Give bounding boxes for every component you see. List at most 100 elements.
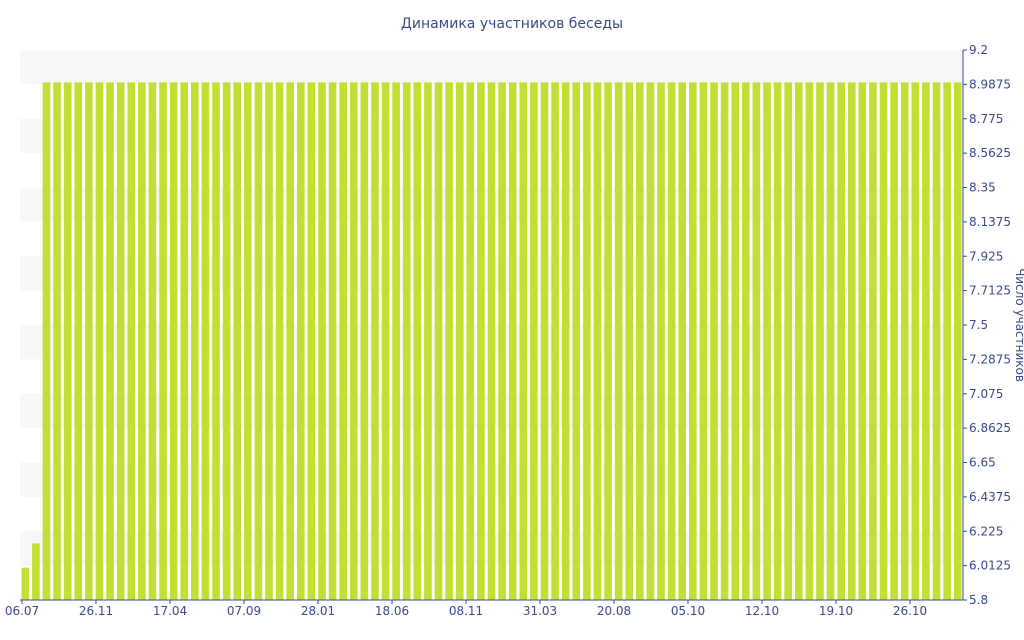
y-axis-label: Число участников bbox=[1013, 268, 1024, 382]
bar bbox=[74, 82, 83, 601]
bar bbox=[275, 82, 284, 601]
bar bbox=[434, 82, 443, 601]
bar bbox=[159, 82, 167, 601]
bar bbox=[900, 82, 909, 601]
bar bbox=[307, 82, 316, 601]
bar bbox=[339, 82, 347, 601]
bar bbox=[371, 82, 379, 601]
bar bbox=[116, 82, 125, 601]
bar bbox=[646, 82, 655, 601]
y-tick-label: 8.1375 bbox=[969, 215, 1011, 229]
bar bbox=[445, 82, 453, 601]
chart-title: Динамика участников беседы bbox=[401, 16, 623, 32]
y-tick-label: 5.8 bbox=[969, 593, 988, 607]
bar bbox=[413, 82, 422, 601]
y-tick-label: 6.0125 bbox=[969, 559, 1011, 573]
bar bbox=[953, 82, 962, 601]
y-tick-label: 7.075 bbox=[969, 387, 1003, 401]
bar bbox=[85, 82, 93, 601]
bar bbox=[932, 82, 941, 601]
bar bbox=[169, 82, 178, 601]
y-tick-label: 6.65 bbox=[969, 456, 996, 470]
x-tick-label: 17.04 bbox=[153, 604, 187, 618]
bar bbox=[794, 82, 803, 601]
bar bbox=[424, 82, 432, 601]
y-tick-label: 8.775 bbox=[969, 112, 1003, 126]
bar bbox=[699, 82, 708, 601]
bar bbox=[477, 82, 485, 601]
bar bbox=[381, 82, 390, 601]
bar bbox=[286, 82, 294, 601]
bar bbox=[243, 82, 252, 601]
bar bbox=[487, 82, 496, 601]
bar bbox=[752, 82, 761, 601]
bars-group bbox=[21, 82, 962, 601]
x-tick-label: 07.09 bbox=[227, 604, 261, 618]
y-tick-label: 8.35 bbox=[969, 181, 996, 195]
x-axis: 06.07 26.11 17.04 07.09 28.01 18.06 08.11 31.03… bbox=[5, 599, 963, 618]
bar bbox=[710, 82, 718, 601]
y-tick-label: 7.2875 bbox=[969, 352, 1011, 366]
bar bbox=[360, 82, 369, 601]
bar bbox=[42, 82, 51, 601]
y-tick-label: 7.5 bbox=[969, 318, 988, 332]
bar bbox=[869, 82, 877, 601]
bar bbox=[466, 82, 475, 601]
y-axis: 9.2 8.9875 8.775 8.5625 8.35 8.1375 7.925 7.712… bbox=[962, 43, 1011, 607]
bar bbox=[106, 82, 114, 601]
x-tick-label: 26.10 bbox=[893, 604, 927, 618]
bar bbox=[328, 82, 337, 601]
bar bbox=[667, 82, 676, 601]
bar bbox=[349, 82, 358, 601]
bar bbox=[614, 82, 623, 601]
bar bbox=[731, 82, 740, 601]
bar bbox=[63, 82, 72, 601]
bar bbox=[191, 82, 199, 601]
bar bbox=[678, 82, 687, 601]
bar bbox=[201, 82, 210, 601]
bar bbox=[805, 82, 814, 601]
bar bbox=[148, 82, 157, 601]
bar bbox=[636, 82, 644, 601]
bar bbox=[508, 82, 517, 601]
bar bbox=[498, 82, 506, 601]
bar bbox=[318, 82, 326, 601]
x-tick-label: 20.08 bbox=[597, 604, 631, 618]
y-tick-label: 9.2 bbox=[969, 43, 988, 57]
bar bbox=[784, 82, 792, 601]
bar bbox=[572, 82, 581, 601]
y-tick-label: 8.9875 bbox=[969, 77, 1011, 91]
bar bbox=[561, 82, 570, 601]
bar bbox=[858, 82, 867, 601]
bar bbox=[879, 82, 888, 601]
bar bbox=[53, 82, 61, 601]
bar bbox=[657, 82, 665, 601]
x-tick-label: 31.03 bbox=[523, 604, 557, 618]
x-tick-label: 08.11 bbox=[449, 604, 483, 618]
x-tick-label: 12.10 bbox=[745, 604, 779, 618]
y-tick-label: 7.7125 bbox=[969, 284, 1011, 298]
x-tick-label: 05.10 bbox=[671, 604, 705, 618]
bar bbox=[402, 82, 411, 601]
y-tick-label: 7.925 bbox=[969, 249, 1003, 263]
bar bbox=[21, 567, 30, 600]
bar bbox=[455, 82, 464, 601]
bar bbox=[625, 82, 634, 601]
bar bbox=[212, 82, 220, 601]
x-tick-label: 19.10 bbox=[819, 604, 853, 618]
bar bbox=[604, 82, 612, 601]
bar bbox=[593, 82, 602, 601]
bar bbox=[826, 82, 835, 601]
bar bbox=[741, 82, 750, 601]
grid-band bbox=[20, 50, 963, 85]
bar bbox=[222, 82, 231, 601]
x-tick-label: 26.11 bbox=[79, 604, 113, 618]
bar bbox=[254, 82, 263, 601]
bar bbox=[519, 82, 528, 601]
x-tick-label: 06.07 bbox=[5, 604, 39, 618]
bar bbox=[890, 82, 898, 601]
bar bbox=[763, 82, 771, 601]
bar bbox=[847, 82, 856, 601]
bar bbox=[32, 543, 40, 600]
